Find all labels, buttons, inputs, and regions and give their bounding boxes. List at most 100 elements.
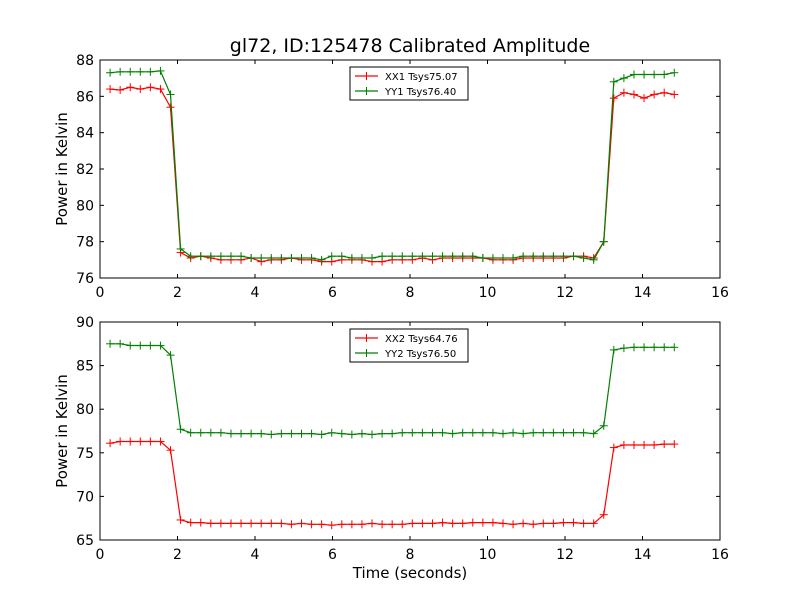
data-point (216, 428, 225, 437)
data-point (388, 520, 397, 529)
data-point (509, 520, 518, 529)
data-point (106, 439, 115, 448)
data-point (106, 85, 115, 94)
data-point (287, 429, 296, 438)
x-tick-label: 8 (406, 547, 415, 563)
y-tick-label: 85 (76, 359, 94, 375)
data-point (176, 244, 185, 253)
y-tick-label: 84 (76, 126, 94, 142)
data-point (428, 428, 437, 437)
legend-entry-label: XX2 Tsys64.76 (385, 334, 458, 345)
data-point (136, 67, 145, 76)
data-point (569, 518, 578, 527)
data-point (146, 437, 155, 446)
data-point (398, 428, 407, 437)
data-point (196, 252, 205, 261)
x-tick-label: 2 (173, 547, 182, 563)
data-point (277, 254, 286, 263)
data-point (549, 428, 558, 437)
data-point (418, 252, 427, 261)
data-point (549, 519, 558, 528)
data-point (579, 254, 588, 263)
y-tick-label: 65 (76, 533, 94, 549)
data-point (660, 440, 669, 449)
data-point (609, 443, 618, 452)
data-point (307, 429, 316, 438)
data-point (156, 341, 165, 350)
data-point (166, 103, 175, 112)
x-tick-label: 10 (479, 547, 497, 563)
data-point (428, 252, 437, 261)
data-point (226, 429, 235, 438)
data-point (629, 70, 638, 79)
data-point (257, 429, 266, 438)
data-point (458, 428, 467, 437)
data-point (196, 518, 205, 527)
data-point (599, 510, 608, 519)
data-point (579, 519, 588, 528)
legend-entry-label: YY1 Tsys76.40 (384, 87, 456, 98)
figure-title: gl72, ID:125478 Calibrated Amplitude (230, 35, 590, 57)
data-point (559, 428, 568, 437)
data-point (136, 85, 145, 94)
data-point (196, 428, 205, 437)
data-point (116, 437, 125, 446)
data-point (650, 440, 659, 449)
y-tick-label: 78 (76, 235, 94, 251)
x-tick-label: 0 (96, 285, 105, 301)
data-point (317, 520, 326, 529)
data-point (509, 428, 518, 437)
data-point (226, 519, 235, 528)
data-point (488, 428, 497, 437)
x-tick-label: 12 (556, 285, 574, 301)
x-tick-label: 2 (173, 285, 182, 301)
data-point (126, 437, 135, 446)
data-point (589, 255, 598, 264)
data-point (529, 428, 538, 437)
data-point (327, 428, 336, 437)
x-tick-label: 14 (634, 547, 652, 563)
data-point (468, 428, 477, 437)
data-point (539, 428, 548, 437)
data-point (216, 519, 225, 528)
data-point (428, 519, 437, 528)
data-point (488, 254, 497, 263)
data-point (267, 430, 276, 439)
bottom-panel: 0 2 4 6 8 10 12 14 16 65 70 75 80 85 90 Power in Kelvin… (53, 315, 729, 582)
data-point (418, 519, 427, 528)
data-point (670, 68, 679, 77)
data-point (106, 339, 115, 348)
data-point (267, 519, 276, 528)
data-point (629, 343, 638, 352)
data-point (206, 519, 215, 528)
data-point (569, 428, 578, 437)
x-tick-label: 14 (634, 285, 652, 301)
data-point (609, 77, 618, 86)
data-point (529, 520, 538, 529)
data-point (609, 94, 618, 103)
data-point (398, 520, 407, 529)
data-point (146, 67, 155, 76)
data-point (458, 252, 467, 261)
data-point (438, 518, 447, 527)
y-axis-label: Power in Kelvin (53, 374, 71, 488)
data-point (186, 252, 195, 261)
data-point (368, 519, 377, 528)
data-point (297, 519, 306, 528)
data-point (559, 518, 568, 527)
data-point (619, 440, 628, 449)
data-point (176, 425, 185, 434)
data-point (116, 85, 125, 94)
data-point (287, 520, 296, 529)
data-point (247, 254, 256, 263)
x-axis-label: Time (seconds) (352, 564, 468, 582)
data-point (216, 252, 225, 261)
data-point (438, 428, 447, 437)
data-point (499, 429, 507, 438)
data-point (408, 428, 417, 437)
data-point (297, 429, 306, 438)
data-point (176, 515, 185, 524)
y-tick-label: 80 (76, 402, 94, 418)
data-point (347, 430, 356, 439)
